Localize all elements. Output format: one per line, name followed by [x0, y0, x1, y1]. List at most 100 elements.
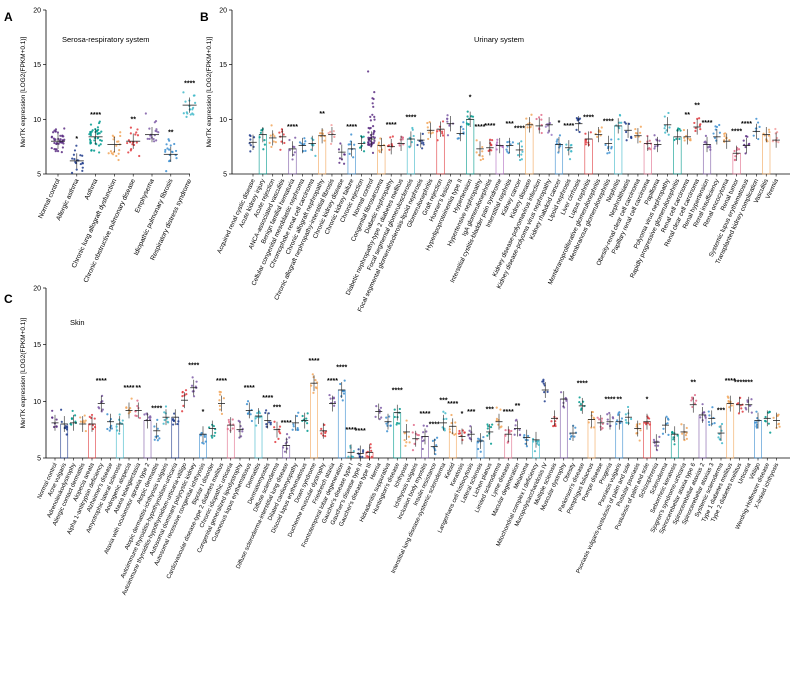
data-point: [600, 126, 603, 129]
data-point: [250, 419, 254, 423]
data-point: [239, 435, 243, 438]
significance-label: ***: [506, 121, 514, 128]
category-group: *Allergic asthma: [55, 136, 84, 222]
significance-label: ****: [731, 129, 742, 136]
data-point: [506, 140, 509, 144]
data-point: [634, 131, 638, 135]
data-point: [119, 131, 122, 134]
data-point: [185, 392, 188, 396]
data-point: [427, 131, 430, 134]
data-point: [707, 420, 711, 424]
data-point: [370, 455, 373, 458]
data-point: [162, 422, 165, 425]
data-point: [441, 132, 444, 135]
data-point: [491, 423, 494, 426]
data-point: [573, 435, 576, 438]
data-point: [285, 432, 289, 436]
data-point: [330, 123, 333, 127]
data-point: [723, 139, 726, 142]
data-point: [249, 150, 252, 153]
data-point: [314, 379, 317, 382]
data-point: [270, 145, 273, 149]
data-point: [734, 155, 737, 158]
data-point: [65, 426, 69, 429]
data-point: [496, 141, 499, 144]
data-point: [73, 158, 76, 161]
data-point: [90, 149, 93, 152]
data-point: [434, 449, 437, 452]
data-point: [532, 440, 535, 443]
data-point: [83, 414, 86, 417]
data-point: [523, 434, 526, 437]
x-tick-label: Emphysema: [134, 178, 156, 214]
data-point: [293, 145, 296, 149]
data-point: [708, 414, 711, 417]
data-point: [306, 429, 309, 432]
data-point: [90, 413, 94, 417]
data-point: [690, 399, 693, 402]
data-point: [248, 134, 251, 137]
significance-label: ****: [309, 358, 320, 365]
data-point: [411, 126, 414, 130]
data-point: [733, 158, 737, 161]
data-point: [338, 161, 341, 164]
data-point: [373, 115, 376, 118]
data-point: [91, 424, 94, 427]
data-point: [525, 117, 528, 120]
data-point: [412, 134, 415, 138]
data-point: [559, 144, 562, 147]
panel-letter: A: [4, 10, 13, 24]
category-group: Acquired renal cystic disease: [216, 134, 257, 255]
data-point: [750, 398, 753, 401]
data-point: [108, 429, 111, 432]
data-point: [258, 136, 261, 139]
data-point: [458, 429, 461, 433]
data-point: [544, 125, 547, 128]
data-point: [624, 413, 627, 416]
category-group: Vitiligo: [749, 410, 762, 481]
data-point: [347, 143, 350, 146]
data-point: [462, 121, 465, 124]
data-point: [81, 166, 84, 169]
significance-label: ****: [327, 378, 338, 385]
y-tick-label: 10: [219, 117, 227, 124]
data-point: [568, 158, 572, 161]
data-point: [116, 429, 119, 432]
data-point: [407, 435, 410, 438]
data-point: [609, 424, 612, 427]
data-point: [520, 145, 524, 148]
data-point: [312, 391, 315, 394]
data-point: [329, 397, 332, 400]
data-point: [333, 404, 336, 407]
data-point: [267, 412, 270, 415]
significance-label: **: [168, 130, 174, 137]
data-point: [55, 142, 58, 145]
data-point: [546, 390, 549, 393]
data-point: [115, 425, 118, 428]
data-point: [720, 442, 724, 445]
data-point: [446, 114, 449, 117]
data-point: [713, 422, 716, 425]
data-point: [516, 154, 520, 157]
data-point: [377, 141, 381, 144]
data-point: [663, 115, 666, 118]
data-point: [342, 162, 346, 165]
data-point: [673, 443, 676, 446]
data-point: [757, 137, 760, 141]
data-point: [445, 417, 448, 420]
data-point: [524, 438, 527, 441]
significance-label: ****: [346, 124, 357, 131]
data-point: [764, 420, 767, 423]
data-point: [596, 135, 599, 138]
data-point: [93, 149, 96, 152]
data-point: [476, 441, 480, 444]
data-point: [755, 117, 758, 120]
significance-label: ****: [725, 378, 736, 385]
data-point: [518, 428, 521, 431]
data-point: [362, 150, 366, 153]
data-point: [426, 121, 429, 125]
data-point: [526, 126, 529, 129]
data-point: [680, 423, 683, 426]
significance-label: ****: [503, 409, 514, 416]
data-point: [55, 418, 58, 421]
